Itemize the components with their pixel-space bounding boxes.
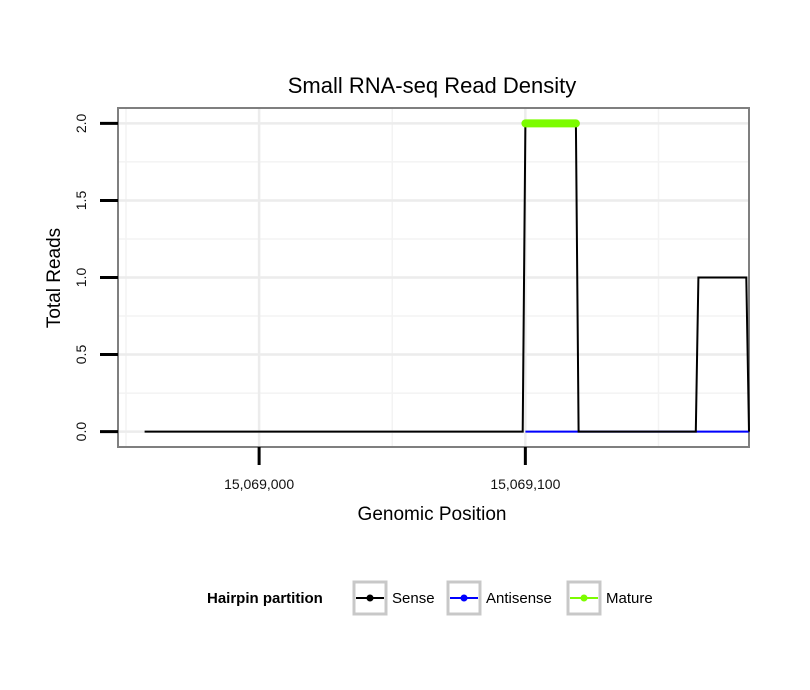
legend-label: Mature bbox=[606, 590, 653, 607]
x-axis-title: Genomic Position bbox=[358, 504, 507, 525]
legend-label: Sense bbox=[392, 590, 435, 607]
legend-key-point bbox=[580, 594, 588, 602]
x-tick-label: 15,069,000 bbox=[224, 476, 294, 492]
legend-item-sense: Sense bbox=[352, 580, 435, 616]
y-tick-label: 2.0 bbox=[73, 113, 89, 133]
legend-key-point bbox=[366, 594, 374, 602]
chart-title: Small RNA-seq Read Density bbox=[288, 73, 577, 98]
legend-item-antisense: Antisense bbox=[446, 580, 552, 616]
series-line-sense bbox=[144, 122, 750, 433]
legend-key-point bbox=[460, 594, 468, 602]
y-tick-label: 1.0 bbox=[73, 268, 89, 288]
legend: Hairpin partition Sense Antisense Mature bbox=[207, 580, 653, 616]
legend-item-mature: Mature bbox=[566, 580, 653, 616]
y-tick-label: 1.5 bbox=[73, 191, 89, 211]
y-axis-title: Total Reads bbox=[44, 228, 65, 328]
legend-label: Antisense bbox=[486, 590, 552, 607]
y-axis: 0.0 0.5 1.0 1.5 2.0 bbox=[73, 113, 118, 441]
x-tick-label: 15,069,100 bbox=[490, 476, 560, 492]
gridlines bbox=[118, 108, 749, 447]
y-tick-label: 0.5 bbox=[73, 345, 89, 365]
series-layer bbox=[144, 119, 750, 433]
legend-title: Hairpin partition bbox=[207, 590, 323, 607]
x-axis: 15,069,000 15,069,100 bbox=[224, 447, 561, 492]
y-tick-label: 0.0 bbox=[73, 422, 89, 442]
